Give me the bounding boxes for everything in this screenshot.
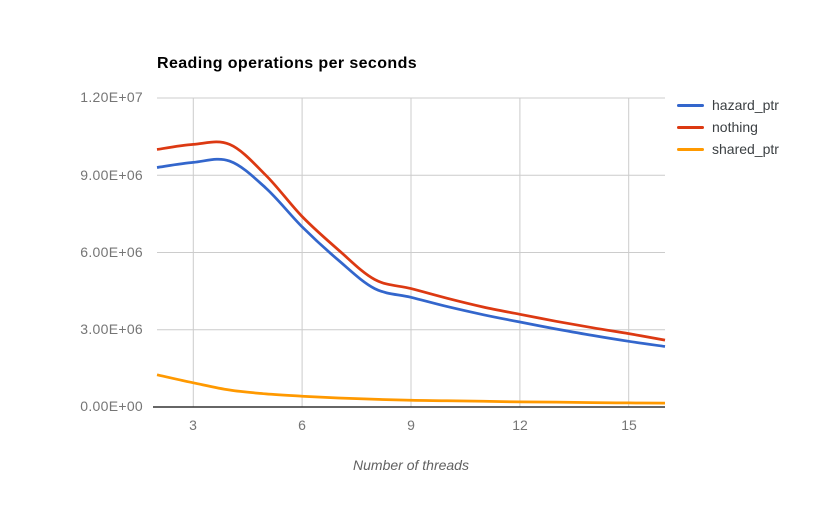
plot-area [153, 97, 666, 408]
x-axis-tick-label: 12 [512, 417, 528, 433]
y-axis-tick-label: 6.00E+06 [80, 244, 143, 260]
legend-item-label: shared_ptr [712, 141, 779, 157]
legend-color-swatch [677, 103, 704, 107]
x-axis-tick-label: 9 [407, 417, 415, 433]
x-axis-tick-label: 3 [189, 417, 197, 433]
y-axis-tick-label: 9.00E+06 [80, 167, 143, 183]
x-axis-tick-label: 6 [298, 417, 306, 433]
y-axis-tick-label: 1.20E+07 [80, 89, 143, 105]
x-axis-title: Number of threads [353, 457, 469, 473]
chart-title: Reading operations per seconds [157, 55, 418, 72]
x-axis-tick-label: 15 [621, 417, 637, 433]
legend-item-label: hazard_ptr [712, 97, 779, 113]
series-line-shared_ptr [156, 373, 666, 405]
legend-item: nothing [677, 116, 779, 138]
y-axis-tick-label: 3.00E+06 [80, 321, 143, 337]
series-line-hazard_ptr [156, 157, 666, 348]
legend-item: shared_ptr [677, 138, 779, 160]
y-axis-tick-label: 0.00E+00 [80, 398, 143, 414]
legend-color-swatch [677, 147, 704, 151]
legend: hazard_ptr nothing shared_ptr [677, 94, 779, 160]
legend-item-label: nothing [712, 119, 758, 135]
legend-color-swatch [677, 125, 704, 129]
legend-item: hazard_ptr [677, 94, 779, 116]
series-line-nothing [156, 140, 666, 342]
